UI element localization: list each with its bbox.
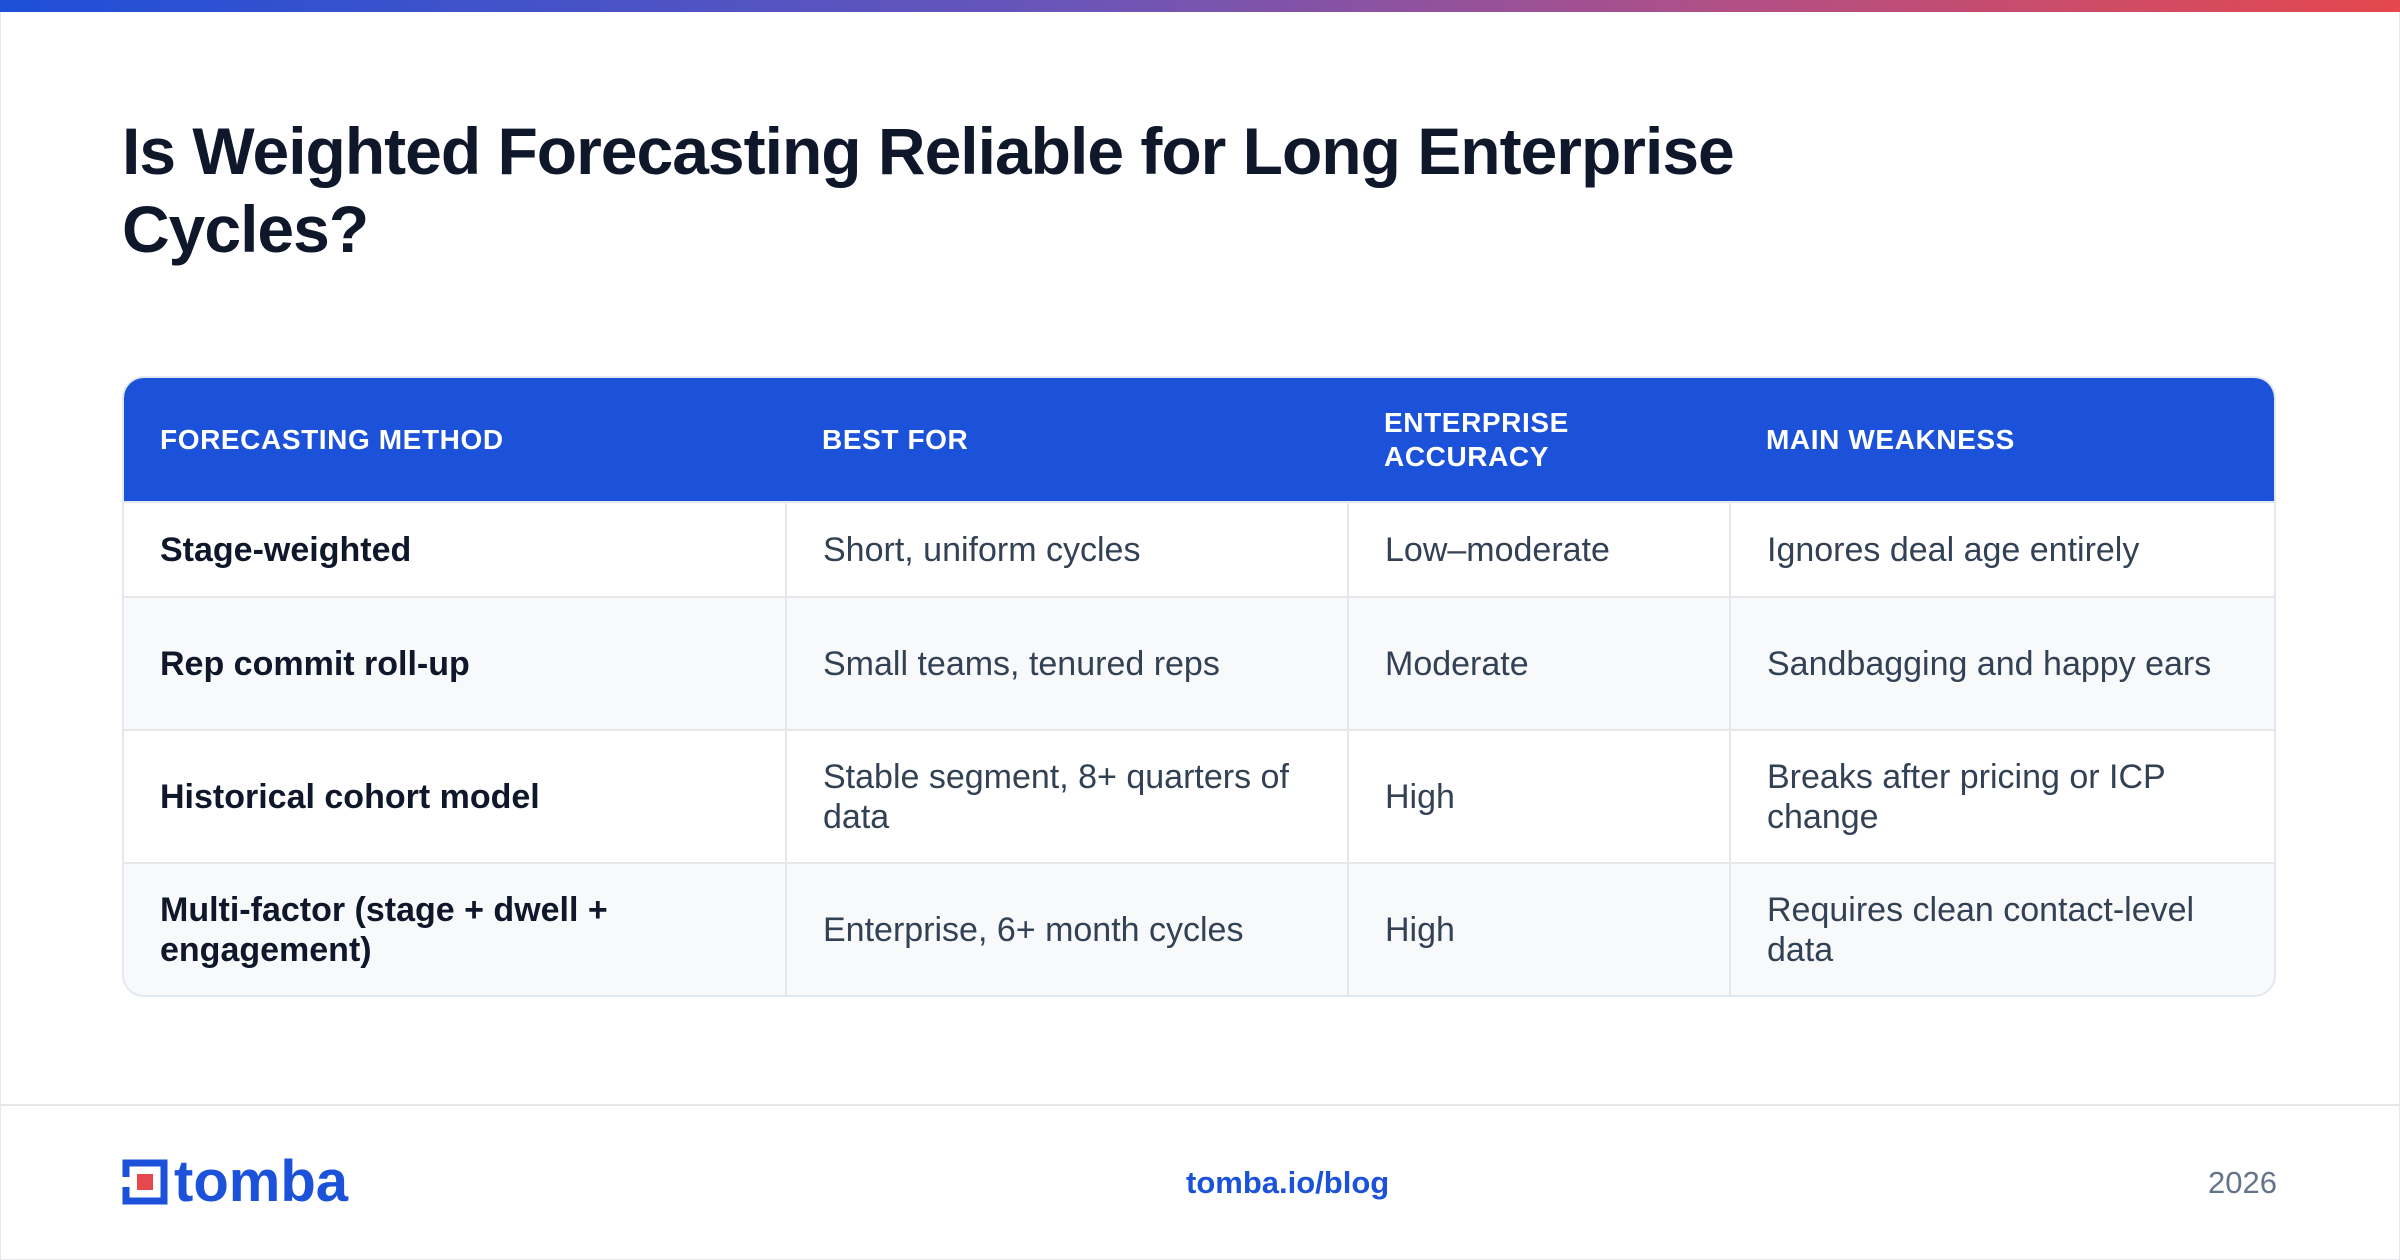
- cell-method: Historical cohort model: [124, 729, 786, 863]
- cell-best-for: Short, uniform cycles: [785, 501, 1348, 597]
- tomba-logo-icon: [122, 1159, 168, 1205]
- cell-weakness: Requires clean contact-level data: [1729, 862, 2274, 995]
- table-row: Stage-weighted Short, uniform cycles Low…: [124, 501, 2274, 597]
- header-enterprise-accuracy: ENTERPRISE ACCURACY: [1384, 406, 1569, 472]
- cell-best-for: Stable segment, 8+ quarters of data: [785, 729, 1348, 863]
- cell-method: Rep commit roll-up: [124, 596, 786, 730]
- top-gradient-bar: [0, 0, 2400, 12]
- header-best-for: BEST FOR: [822, 423, 969, 455]
- header-main-weakness: MAIN WEAKNESS: [1766, 423, 2015, 455]
- cell-method: Multi-factor (stage + dwell + engagement…: [124, 862, 786, 995]
- cell-method: Stage-weighted: [124, 501, 786, 597]
- cell-weakness: Breaks after pricing or ICP change: [1729, 729, 2274, 863]
- cell-accuracy: High: [1347, 862, 1730, 995]
- cell-weakness: Sandbagging and happy ears: [1729, 596, 2274, 730]
- cell-accuracy: Low–moderate: [1347, 501, 1730, 597]
- logo-wordmark: tomba: [174, 1149, 348, 1214]
- table-header-row: FORECASTING METHOD BEST FOR ENTERPRISE A…: [124, 378, 2274, 502]
- cell-weakness: Ignores deal age entirely: [1729, 501, 2274, 597]
- comparison-table: FORECASTING METHOD BEST FOR ENTERPRISE A…: [122, 376, 2276, 997]
- cell-best-for: Enterprise, 6+ month cycles: [785, 862, 1348, 995]
- table-row: Multi-factor (stage + dwell + engagement…: [124, 862, 2274, 995]
- page-title: Is Weighted Forecasting Reliable for Lon…: [122, 114, 1735, 266]
- tomba-logo[interactable]: tomba: [122, 1150, 348, 1214]
- cell-best-for: Small teams, tenured reps: [785, 596, 1348, 730]
- cell-accuracy: Moderate: [1347, 596, 1730, 730]
- header-forecasting-method: FORECASTING METHOD: [160, 423, 504, 455]
- blog-link[interactable]: tomba.io/blog: [1186, 1165, 1390, 1200]
- footer-divider: [0, 1104, 2400, 1106]
- table-row: Rep commit roll-up Small teams, tenured …: [124, 596, 2274, 730]
- cell-accuracy: High: [1347, 729, 1730, 863]
- table-row: Historical cohort model Stable segment, …: [124, 729, 2274, 863]
- footer-year: 2026: [2208, 1165, 2277, 1200]
